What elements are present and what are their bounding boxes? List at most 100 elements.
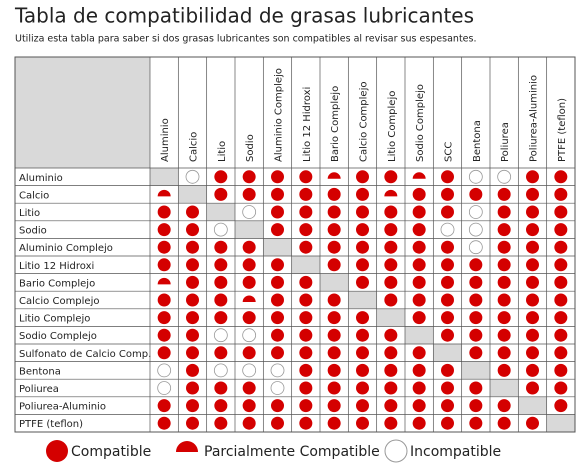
cell-symbol xyxy=(271,293,284,307)
cell-symbol xyxy=(468,222,483,237)
cell-symbol xyxy=(384,205,398,219)
cell-symbol xyxy=(242,295,256,302)
cell-symbol xyxy=(554,223,568,237)
cell-symbol xyxy=(441,381,454,395)
row-label: Sodio xyxy=(19,226,47,237)
cell-symbol xyxy=(384,381,398,395)
diagonal-cell xyxy=(348,291,377,309)
cell-symbol xyxy=(497,169,512,184)
cell-symbol xyxy=(242,346,256,360)
cell-symbol xyxy=(469,346,483,360)
cell-symbol xyxy=(271,399,284,413)
cell-symbol xyxy=(356,311,369,325)
cell-symbol xyxy=(271,275,284,289)
cell-symbol xyxy=(554,258,568,272)
cell-symbol xyxy=(441,416,454,430)
column-label: Calcio xyxy=(189,132,200,162)
cell-symbol xyxy=(186,205,199,219)
cell-symbol xyxy=(497,258,511,272)
cell-symbol xyxy=(186,293,199,307)
cell-symbol xyxy=(526,381,539,395)
cell-symbol xyxy=(469,328,483,342)
cell-symbol xyxy=(157,363,172,378)
row-label: Litio 12 Hidroxi xyxy=(19,261,94,272)
cell-symbol xyxy=(213,222,228,237)
cell-symbol xyxy=(412,381,426,395)
cell-symbol xyxy=(468,169,483,184)
cell-symbol xyxy=(186,275,199,289)
cell-symbol xyxy=(356,363,369,377)
row-label: Bario Complejo xyxy=(19,278,95,289)
cell-symbol xyxy=(497,240,511,254)
cell-symbol xyxy=(214,170,228,184)
cell-symbol xyxy=(327,205,341,219)
cell-symbol xyxy=(526,311,539,325)
row-label: Calcio xyxy=(19,190,49,201)
cell-symbol xyxy=(384,258,398,272)
column-label: Sodio xyxy=(245,134,256,162)
diagonal-cell xyxy=(518,396,547,415)
row-label: Poliurea xyxy=(19,384,59,395)
cell-symbol xyxy=(441,293,454,307)
cell-symbol xyxy=(469,275,483,289)
cell-symbol xyxy=(157,189,171,197)
cell-symbol xyxy=(186,258,199,272)
cell-symbol xyxy=(412,223,426,237)
cell-symbol xyxy=(157,240,171,254)
cell-symbol xyxy=(554,328,568,342)
cell-symbol xyxy=(554,346,568,360)
cell-symbol xyxy=(271,311,284,325)
diagonal-cell xyxy=(291,256,320,274)
cell-symbol xyxy=(554,240,568,254)
cell-symbol xyxy=(214,416,228,430)
cell-symbol xyxy=(384,346,398,360)
cell-symbol xyxy=(497,363,511,377)
cell-symbol xyxy=(356,399,369,413)
cell-symbol xyxy=(186,399,199,413)
cell-symbol xyxy=(441,363,454,377)
cell-symbol xyxy=(271,187,284,201)
cell-symbol xyxy=(526,240,539,254)
cell-symbol xyxy=(469,381,483,395)
cell-symbol xyxy=(554,275,568,289)
cell-symbol xyxy=(554,170,568,184)
cell-symbol xyxy=(214,311,228,325)
cell-symbol xyxy=(554,187,568,201)
column-label: PTFE (teflon) xyxy=(557,98,568,162)
cell-symbol xyxy=(271,205,284,219)
cell-symbol xyxy=(356,381,369,395)
row-label: PTFE (teflon) xyxy=(19,419,83,430)
legend-symbol xyxy=(384,439,408,463)
cell-symbol xyxy=(441,399,454,413)
cell-symbol xyxy=(356,258,369,272)
cell-symbol xyxy=(242,258,256,272)
cell-symbol xyxy=(157,258,171,272)
diagonal-cell xyxy=(206,203,235,221)
cell-symbol xyxy=(186,381,199,395)
cell-symbol xyxy=(497,205,511,219)
cell-symbol xyxy=(214,187,228,201)
cell-symbol xyxy=(271,328,284,342)
cell-symbol xyxy=(327,381,341,395)
cell-symbol xyxy=(186,311,199,325)
cell-symbol xyxy=(186,416,199,430)
cell-symbol xyxy=(214,381,228,395)
diagonal-cell xyxy=(490,379,519,397)
cell-symbol xyxy=(526,275,539,289)
column-label: Poliurea-Aluminio xyxy=(529,75,540,162)
cell-symbol xyxy=(469,258,483,272)
cell-symbol xyxy=(526,170,539,184)
diagonal-cell xyxy=(405,326,434,344)
cell-symbol xyxy=(242,363,257,378)
column-label: Bario Complejo xyxy=(330,86,341,162)
cell-symbol xyxy=(157,416,171,430)
cell-symbol xyxy=(412,205,426,219)
cell-symbol xyxy=(441,258,454,272)
cell-symbol xyxy=(299,293,313,307)
cell-symbol xyxy=(327,240,341,254)
row-label: Calcio Complejo xyxy=(19,296,99,307)
cell-symbol xyxy=(412,346,426,360)
row-label: Aluminio xyxy=(19,173,63,184)
cell-symbol xyxy=(157,328,171,342)
